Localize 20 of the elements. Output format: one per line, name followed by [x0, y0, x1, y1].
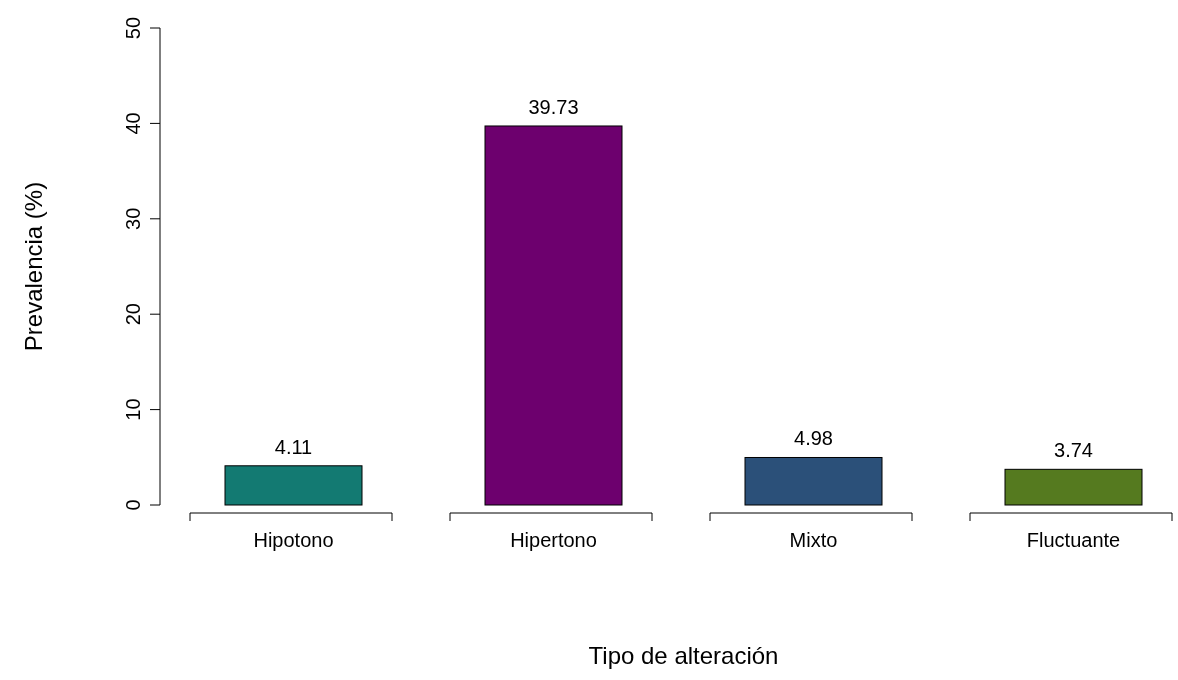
bar — [744, 456, 883, 506]
y-tick-label: 50 — [122, 16, 144, 40]
data-label: 4.98 — [794, 427, 833, 450]
x-tick-label: Fluctuante — [1026, 529, 1121, 551]
data-label: 39.73 — [528, 95, 579, 118]
data-label: 4.11 — [274, 435, 313, 458]
x-axis-title: Tipo de alteración — [588, 642, 779, 669]
y-tick-label: 20 — [122, 303, 144, 326]
y-tick-label: 30 — [122, 207, 144, 230]
x-tick-label: Hipertono — [510, 529, 597, 551]
bar — [484, 125, 623, 506]
y-tick-label: 10 — [122, 398, 144, 421]
y-axis-title: Prevalencia (%) — [20, 181, 47, 352]
x-tick-label: Hipotono — [253, 529, 334, 551]
y-tick-label: 0 — [122, 499, 144, 511]
data-label: 3.74 — [1054, 439, 1093, 462]
y-tick-label: 40 — [122, 112, 144, 135]
x-tick-label: Mixto — [789, 529, 838, 551]
bar — [1004, 468, 1143, 506]
bar — [224, 465, 363, 506]
